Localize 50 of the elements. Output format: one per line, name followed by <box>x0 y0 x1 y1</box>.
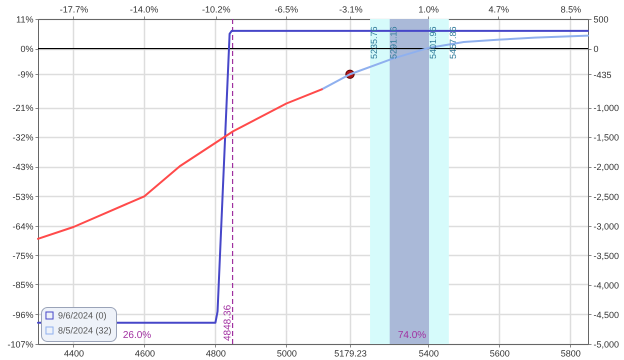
y-tick-label: -75% <box>12 250 34 261</box>
y2-tick-label: -4,500 <box>594 310 620 320</box>
x-tick-label: 4800 <box>206 348 226 358</box>
y-tick-label: -53% <box>12 192 34 202</box>
annotation: 5401.96 <box>428 26 438 59</box>
x2-tick-label: -10.2% <box>202 4 230 14</box>
legend-label: 9/6/2024 (0) <box>58 310 107 320</box>
annotation: 5457.86 <box>448 26 458 59</box>
y2-tick-label: -435 <box>594 70 612 80</box>
x-tick-label: 5800 <box>560 348 581 358</box>
annotation: 5291.16 <box>388 26 399 59</box>
y2-tick-label: 0 <box>594 44 599 54</box>
y2-tick-label: -3,000 <box>594 221 620 232</box>
y2-tick-label: -4,000 <box>594 280 620 290</box>
x2-tick-label: -3.1% <box>339 4 363 14</box>
annotation: 74.0% <box>398 330 426 341</box>
y2-tick-label: 500 <box>594 14 609 24</box>
y-tick-label: -96% <box>12 310 34 320</box>
x-tick-label: 5000 <box>276 348 297 358</box>
x2-tick-label: -6.5% <box>274 4 298 14</box>
x-tick-label: 5400 <box>418 348 439 358</box>
x-tick-label: 5600 <box>490 348 510 358</box>
y-tick-label: -9% <box>17 70 34 80</box>
x2-tick-label: -14.0% <box>130 4 158 14</box>
y2-tick-label: -2,500 <box>594 192 620 202</box>
y-tick-label: -107% <box>7 340 34 350</box>
ref-line-label: 4848.36 <box>222 304 234 341</box>
annotation: 5235.76 <box>369 26 380 59</box>
legend-label: 8/5/2024 (32) <box>58 326 112 336</box>
y-tick-label: -85% <box>12 280 34 290</box>
y2-tick-label: -5,000 <box>594 340 620 350</box>
y-tick-label: 11% <box>16 14 34 24</box>
y-tick-label: -21% <box>12 103 34 114</box>
y2-tick-label: -3,500 <box>594 250 620 261</box>
x2-tick-label: 4.7% <box>488 4 510 14</box>
x-tick-label: 4600 <box>134 348 155 358</box>
y2-tick-label: -2,000 <box>594 162 620 172</box>
y2-tick-label: -1,500 <box>594 132 620 143</box>
x2-tick-label: 1.0% <box>418 4 439 14</box>
x-tick-label: 4400 <box>64 348 84 358</box>
x2-tick-label: -17.7% <box>60 4 88 14</box>
y-tick-label: -32% <box>12 132 34 143</box>
x-tick-label: 5179.23 <box>334 348 367 358</box>
y2-tick-label: -1,000 <box>594 103 620 114</box>
x2-tick-label: 8.5% <box>560 4 582 14</box>
y-tick-label: -43% <box>12 162 34 172</box>
y-tick-label: -64% <box>12 221 34 232</box>
annotation: 26.0% <box>122 330 152 341</box>
line-series <box>37 88 323 240</box>
y-tick-label: 0% <box>20 44 34 54</box>
